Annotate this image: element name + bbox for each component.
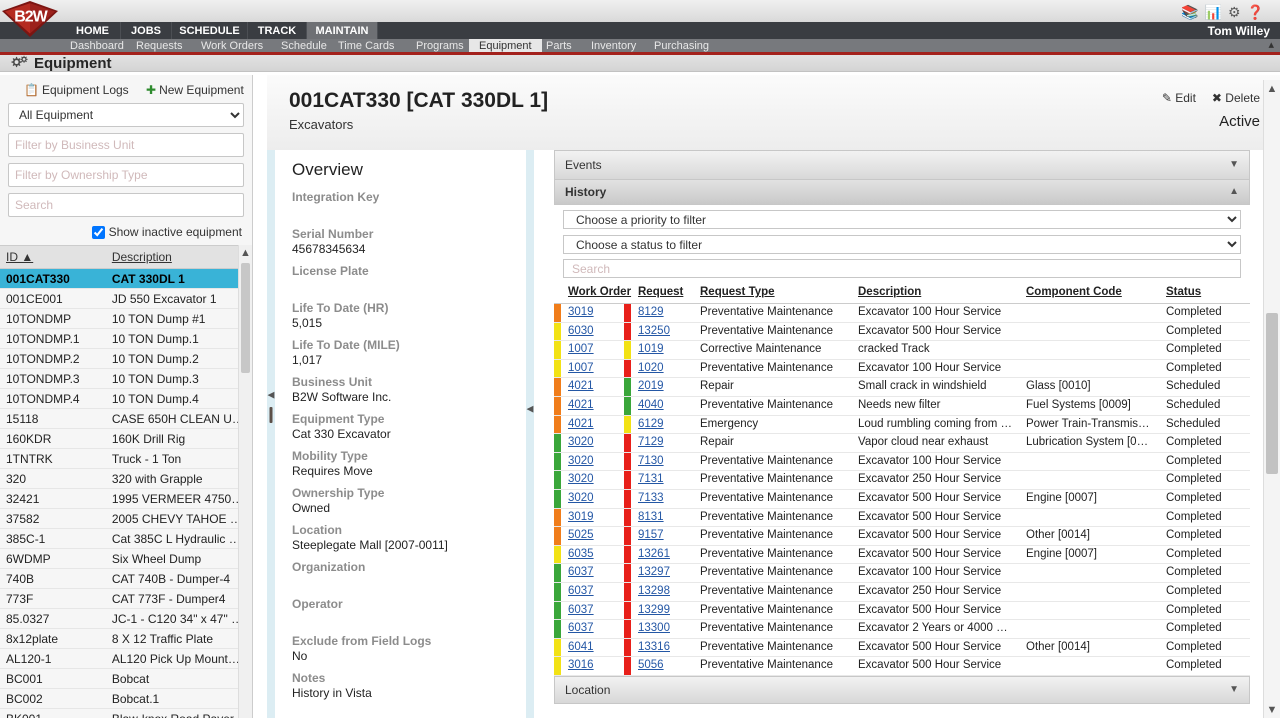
svg-text:B2W: B2W (14, 9, 48, 26)
